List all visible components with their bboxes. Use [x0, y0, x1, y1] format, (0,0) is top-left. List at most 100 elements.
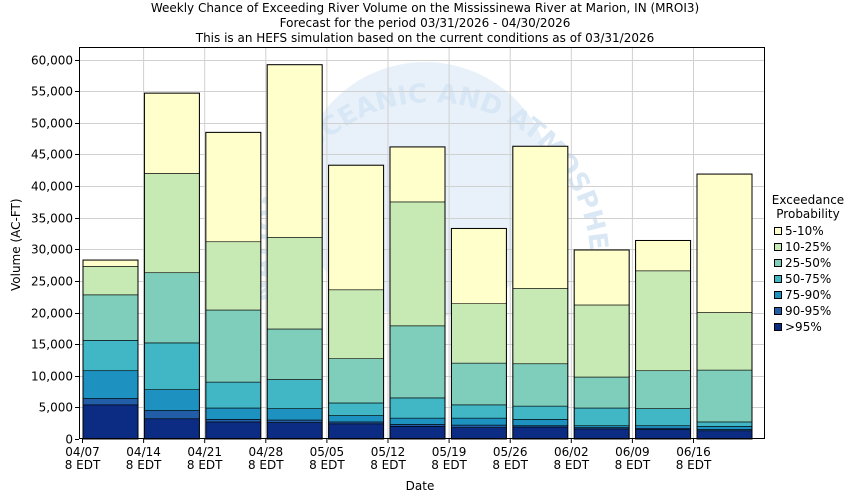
bar-segment: [451, 404, 507, 419]
bar-segment: [696, 430, 753, 440]
x-tick-label-date: 05/05: [310, 445, 345, 459]
bar-segment: [82, 404, 139, 440]
bar-segment: [451, 362, 507, 406]
legend-swatch: [774, 227, 782, 235]
bar-segment: [144, 173, 200, 274]
y-tick-label: 10,000: [31, 370, 73, 384]
legend-item: 75-90%: [774, 287, 850, 303]
x-tick-label-date: 06/16: [676, 445, 711, 459]
bar-segment: [451, 303, 507, 364]
bar-segment: [389, 426, 446, 440]
bar-segment: [635, 408, 691, 427]
bar-segment: [205, 241, 262, 311]
chart-title-line-1: Weekly Chance of Exceeding River Volume …: [150, 1, 700, 15]
x-tick-label-date: 05/26: [493, 445, 528, 459]
bar-segment: [635, 425, 691, 429]
bar-segment: [635, 240, 691, 272]
bar-segment: [573, 249, 630, 306]
x-tick-label-date: 04/28: [249, 445, 284, 459]
bar-segment: [635, 429, 691, 440]
bar-segment: [266, 408, 323, 421]
x-tick-label-time: 8 EDT: [126, 458, 162, 472]
bar-segment: [205, 421, 262, 440]
bar-segment: [205, 132, 262, 243]
bar-segment: [512, 405, 569, 420]
x-tick-label-time: 8 EDT: [309, 458, 345, 472]
legend-swatch: [774, 243, 782, 251]
bar-segment: [389, 146, 446, 203]
x-tick-label-date: 06/02: [554, 445, 589, 459]
legend-swatch: [774, 291, 782, 299]
bar-segment: [451, 417, 507, 426]
legend-title-line-1: Exceedance: [771, 193, 845, 207]
bar-segment: [573, 376, 630, 409]
bar-segment: [82, 259, 139, 267]
bar-segment: [512, 288, 569, 365]
bar-segment: [82, 370, 139, 399]
chart-title: Weekly Chance of Exceeding River Volume …: [0, 1, 850, 46]
plot-border: [79, 47, 765, 439]
bar-segment: [205, 309, 262, 383]
bar-segment: [512, 426, 569, 440]
bar-segment: [451, 427, 507, 440]
y-tick-label: 60,000: [31, 54, 73, 68]
y-tick-label: 40,000: [31, 180, 73, 194]
bar-segment: [389, 417, 446, 425]
x-tick-label-date: 05/12: [371, 445, 406, 459]
legend-label: 50-75%: [785, 272, 832, 286]
bar-segment: [696, 421, 753, 427]
bar-segment: [144, 418, 200, 440]
bar-segment: [144, 410, 200, 420]
y-tick-label: 15,000: [31, 338, 73, 352]
bar-segment: [573, 428, 630, 440]
x-tick-label-time: 8 EDT: [65, 458, 101, 472]
bar-segment: [266, 422, 323, 440]
bar-segment: [635, 370, 691, 409]
bar-segment: [205, 419, 262, 423]
x-tick-label-time: 8 EDT: [248, 458, 284, 472]
legend-swatch: [774, 323, 782, 331]
x-tick-label-time: 8 EDT: [676, 458, 712, 472]
bar-segment: [328, 358, 384, 404]
bar-segment: [696, 426, 753, 430]
bar-segment: [205, 407, 262, 420]
bar-segment: [696, 369, 753, 423]
bar-segment: [266, 419, 323, 423]
x-tick-label-time: 8 EDT: [615, 458, 651, 472]
bar-segment: [82, 340, 139, 372]
bar-segment: [144, 389, 200, 411]
legend-swatch: [774, 307, 782, 315]
bar-segment: [389, 325, 446, 399]
legend-label: 10-25%: [785, 240, 832, 254]
bar-segment: [266, 237, 323, 330]
y-tick-label: 55,000: [31, 85, 73, 99]
bar-segment: [266, 64, 323, 238]
bar-segment: [696, 173, 753, 313]
legend-swatch: [774, 275, 782, 283]
bar-segment: [389, 397, 446, 419]
bar-segment: [573, 407, 630, 427]
bar-segment: [573, 304, 630, 378]
legend-title-line-2: Probability: [776, 207, 840, 221]
x-tick-label-date: 06/09: [615, 445, 650, 459]
bar-segment: [328, 402, 384, 416]
bar-segment: [266, 379, 323, 409]
bar-segment: [328, 164, 384, 291]
legend-item: >95%: [774, 319, 850, 335]
x-axis-label: Date: [405, 479, 435, 493]
y-tick-label: 35,000: [31, 212, 73, 226]
x-tick-label-date: 04/21: [187, 445, 222, 459]
legend-label: >95%: [785, 320, 822, 334]
bar-segment: [144, 342, 200, 390]
bar-segment: [328, 423, 384, 440]
y-tick-label: 20,000: [31, 307, 73, 321]
x-tick-label-date: 04/14: [126, 445, 161, 459]
x-tick-label-time: 8 EDT: [553, 458, 589, 472]
chart-title-line-3: This is an HEFS simulation based on the …: [195, 31, 655, 45]
y-tick-label: 5,000: [39, 401, 73, 415]
bar-segment: [512, 363, 569, 407]
legend-swatch: [774, 259, 782, 267]
bar-segment: [451, 228, 507, 304]
x-tick-label-date: 04/07: [65, 445, 100, 459]
x-tick-label-date: 05/19: [432, 445, 467, 459]
